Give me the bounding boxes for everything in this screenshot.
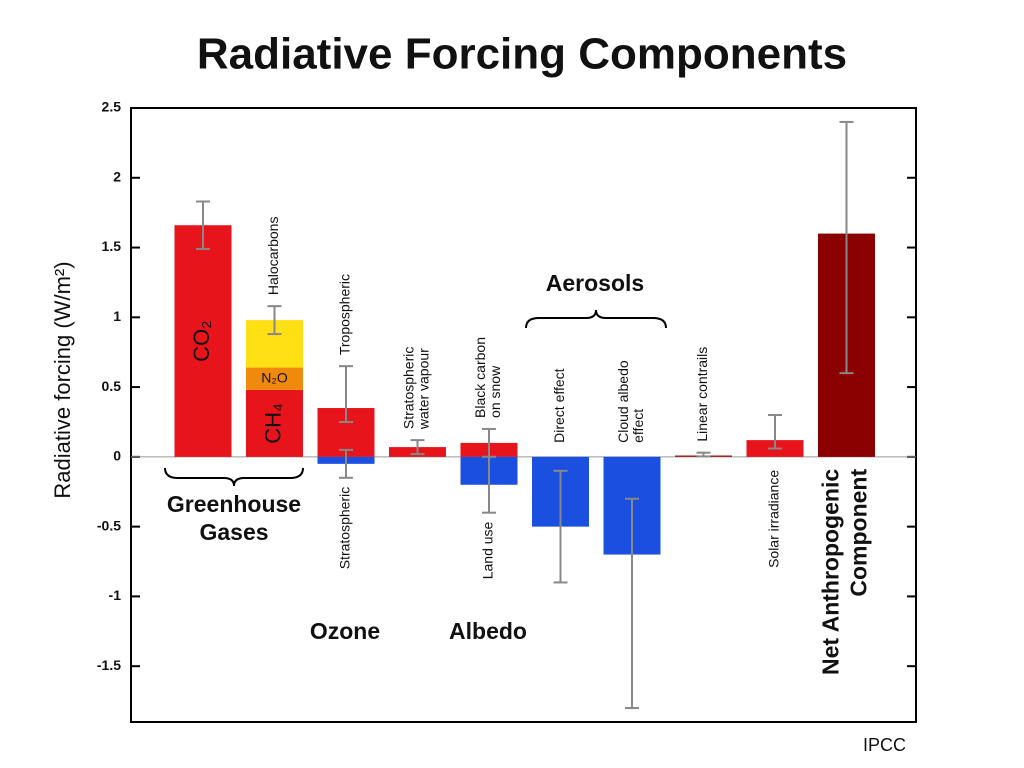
group-label: Ozone (310, 618, 380, 644)
bar-label: Tropospheric (337, 274, 353, 355)
bar-label: Black carbon (472, 337, 488, 418)
greenhouse-brace (164, 467, 304, 487)
bar-label: CO₂ (189, 320, 214, 362)
bar-label: N₂O (261, 369, 288, 385)
bar-label: Cloud albedo (615, 360, 631, 443)
y-tick-label: 1 (113, 308, 121, 324)
bar-label: Land use (480, 521, 496, 579)
y-tick-label: -1 (109, 587, 122, 603)
y-tick-label: -0.5 (97, 517, 121, 533)
bar-label: Net Anthropogenic (818, 469, 844, 675)
source: IPCC (863, 735, 906, 755)
bar-label: CH₄ (260, 403, 285, 444)
group-label: Aerosols (546, 270, 644, 296)
bar-label: Linear contrails (694, 347, 710, 442)
bar-label: Direct effect (551, 368, 567, 443)
bar-label: on snow (487, 365, 503, 418)
bar-segment (174, 225, 232, 457)
y-tick-label: 1.5 (102, 238, 122, 254)
bar-segment (246, 389, 303, 457)
y-axis-label: Radiative forcing (W/m²) (50, 261, 75, 498)
group-label: Greenhouse (167, 491, 301, 517)
bar-label: Stratospheric (401, 347, 417, 429)
bar-segment (246, 367, 303, 390)
aerosols-brace (525, 309, 667, 329)
y-tick-label: 0 (113, 448, 121, 464)
group-label: Gases (199, 519, 268, 545)
bar-label: effect (630, 409, 646, 443)
bar-label: Stratospheric (337, 487, 353, 569)
y-tick-label: 0.5 (102, 378, 122, 394)
group-label: Albedo (449, 618, 527, 644)
bar-label: water vapour (416, 348, 432, 430)
y-tick-label: 2.5 (102, 99, 122, 115)
bar-label: Component (846, 469, 872, 597)
y-tick-label: -1.5 (97, 657, 121, 673)
chart-title: Radiative Forcing Components (197, 30, 847, 79)
plot-frame (130, 107, 917, 723)
y-tick-label: 2 (113, 168, 121, 184)
bar-label: Solar irradiance (766, 470, 782, 568)
bar-label: Halocarbons (265, 217, 281, 296)
